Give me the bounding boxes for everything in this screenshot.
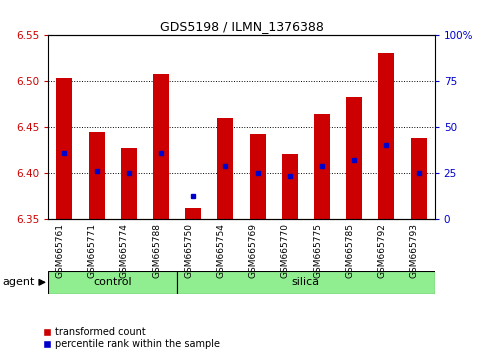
Bar	[185, 209, 201, 219]
Bar	[411, 138, 426, 219]
Text: silica: silica	[292, 277, 320, 287]
Text: agent: agent	[2, 277, 35, 287]
Text: GSM665770: GSM665770	[281, 223, 290, 278]
Bar	[282, 154, 298, 219]
Text: GSM665785: GSM665785	[345, 223, 354, 278]
Text: GSM665771: GSM665771	[87, 223, 97, 278]
Text: GSM665775: GSM665775	[313, 223, 322, 278]
Bar	[217, 118, 233, 219]
Text: GSM665769: GSM665769	[249, 223, 257, 278]
Text: GSM665750: GSM665750	[184, 223, 193, 278]
Text: GSM665774: GSM665774	[120, 223, 129, 278]
Bar	[48, 271, 177, 294]
Bar	[177, 271, 435, 294]
Bar	[250, 134, 266, 219]
Bar	[346, 97, 362, 219]
Title: GDS5198 / ILMN_1376388: GDS5198 / ILMN_1376388	[159, 20, 324, 33]
Text: GSM665761: GSM665761	[56, 223, 64, 278]
Legend: transformed count, percentile rank within the sample: transformed count, percentile rank withi…	[43, 327, 220, 349]
Bar	[378, 53, 395, 219]
Bar	[88, 132, 105, 219]
Bar	[121, 148, 137, 219]
Text: control: control	[93, 277, 132, 287]
Bar	[57, 78, 72, 219]
Text: GSM665788: GSM665788	[152, 223, 161, 278]
Text: GSM665754: GSM665754	[216, 223, 226, 278]
Text: GSM665792: GSM665792	[377, 223, 386, 278]
Text: GSM665793: GSM665793	[410, 223, 419, 278]
Bar	[153, 74, 169, 219]
Bar	[314, 114, 330, 219]
